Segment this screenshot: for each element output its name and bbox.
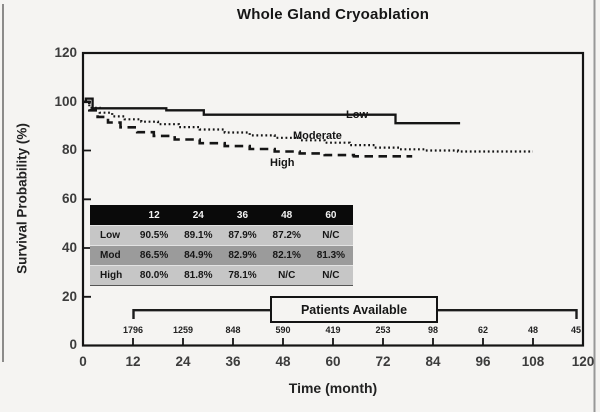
x-tick-label-72: 72	[375, 354, 391, 369]
cell-mod-12: 86.5%	[139, 250, 169, 261]
patients-count-72: 253	[375, 325, 391, 335]
cell-low-48: 87.2%	[272, 230, 301, 241]
patients-count-24: 1259	[172, 325, 194, 335]
cell-low-36: 87.9%	[228, 230, 257, 241]
y-axis-title: Survival Probability (%)	[14, 123, 30, 274]
cell-mod-24: 84.9%	[184, 250, 213, 261]
x-tick-label-24: 24	[175, 354, 191, 369]
row-label-low: Low	[100, 230, 120, 241]
cell-low-24: 89.1%	[184, 230, 213, 241]
cell-low-12: 90.5%	[139, 230, 169, 241]
plot-border	[81, 51, 585, 347]
survival-rate-table: 12 24 36 48 60 Low 90.5% 89.1% 87.9% 87.…	[90, 205, 353, 286]
cell-low-60: N/C	[322, 230, 340, 241]
cell-mod-36: 82.9%	[228, 250, 257, 261]
x-tick-label-120: 120	[571, 354, 595, 369]
x-tick-label-84: 84	[425, 354, 441, 369]
patients-available-label: Patients Available	[300, 302, 408, 317]
patients-count-60: 419	[325, 325, 341, 335]
x-tick-label-12: 12	[125, 354, 141, 369]
x-tick-label-60: 60	[325, 354, 341, 369]
table-header-36: 36	[236, 209, 249, 221]
patients-count-96: 62	[477, 325, 488, 335]
row-label-high: High	[100, 270, 123, 281]
table-row-high: High 80.0% 81.8% 78.1% N/C N/C	[90, 265, 353, 285]
table-row-low: Low 90.5% 89.1% 87.9% 87.2% N/C	[90, 225, 353, 245]
table-header-12: 12	[148, 209, 160, 221]
x-tick-label-0: 0	[79, 354, 87, 369]
y-tick-label-40: 40	[61, 240, 77, 255]
cell-high-48: N/C	[278, 270, 296, 281]
patients-count-108: 48	[527, 325, 538, 335]
x-axis-title: Time (month)	[288, 380, 378, 396]
cell-high-60: N/C	[322, 270, 340, 281]
y-tick-marks	[84, 100, 91, 298]
curve-high	[83, 100, 413, 158]
table-row-mod: Mod 86.5% 84.9% 82.9% 82.1% 81.3%	[90, 245, 353, 265]
patients-count-36: 848	[225, 325, 241, 335]
table-header-row: 12 24 36 48 60	[90, 205, 353, 225]
y-tick-label-120: 120	[54, 45, 77, 60]
table-header-24: 24	[192, 209, 204, 221]
row-label-mod: Mod	[100, 250, 121, 261]
patients-bracket-left	[132, 309, 270, 319]
y-tick-label-80: 80	[61, 142, 77, 157]
x-tick-label-48: 48	[275, 354, 291, 369]
patients-count-12: 1796	[122, 325, 144, 335]
table-header-60: 60	[325, 209, 337, 221]
x-tick-label-108: 108	[521, 354, 545, 369]
cell-high-36: 78.1%	[228, 270, 257, 281]
x-tick-marks	[132, 338, 584, 345]
x-tick-label-36: 36	[225, 354, 241, 369]
curve-label-low: Low	[346, 109, 368, 121]
cell-high-24: 81.8%	[184, 270, 213, 281]
table-header-48: 48	[281, 209, 293, 221]
survival-curves	[83, 97, 533, 158]
cell-high-12: 80.0%	[139, 270, 169, 281]
x-tick-label-96: 96	[475, 354, 491, 369]
curve-label-moderate: Moderate	[293, 130, 342, 142]
curve-moderate	[83, 100, 533, 153]
patients-count-84: 98	[427, 325, 438, 335]
patients-count-48: 590	[275, 325, 291, 335]
y-tick-label-100: 100	[54, 94, 77, 109]
curve-label-high: High	[270, 157, 295, 169]
y-tick-label-20: 20	[61, 289, 77, 304]
y-tick-label-60: 60	[61, 191, 77, 206]
chart-title: Whole Gland Cryoablation	[236, 6, 430, 23]
cell-mod-60: 81.3%	[316, 250, 346, 261]
axis-ticks	[84, 100, 584, 345]
curve-low	[83, 97, 461, 125]
patients-count-120: 45	[570, 325, 581, 335]
patients-bracket-right	[437, 309, 578, 319]
patients-available-box: Patients Available	[270, 296, 438, 323]
y-tick-label-0: 0	[69, 337, 77, 352]
cell-mod-48: 82.1%	[272, 250, 301, 261]
